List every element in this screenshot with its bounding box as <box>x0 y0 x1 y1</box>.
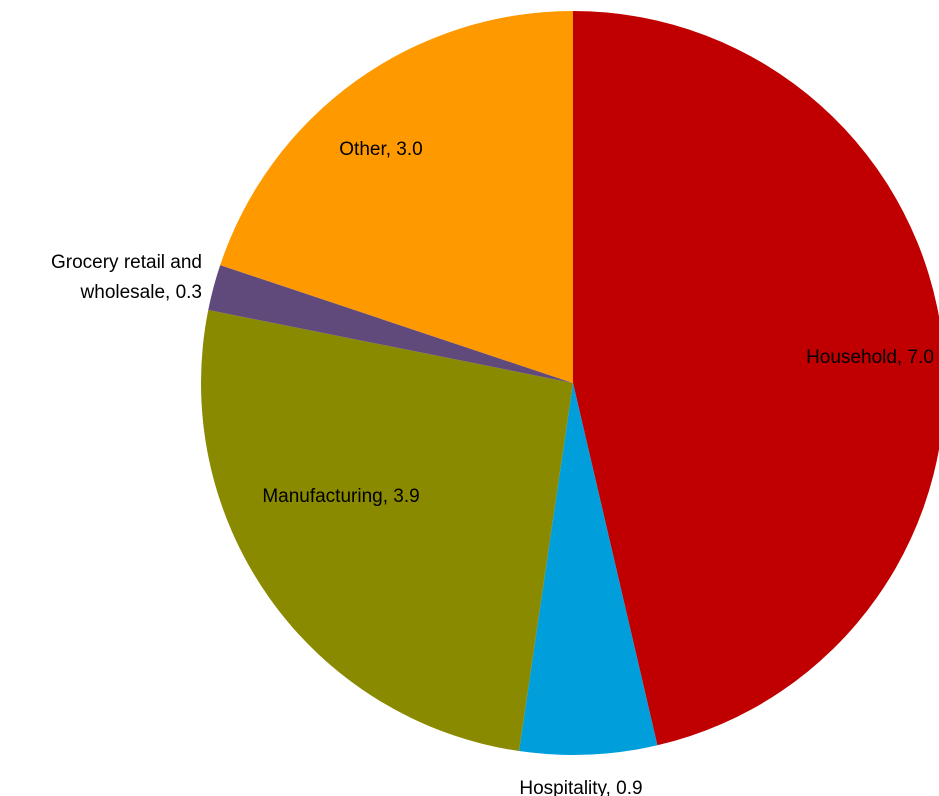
data-label-household: Household, 7.0 <box>806 347 934 368</box>
pie-labels: Household, 7.0 Hospitality, 0.9 Manufactur… <box>51 139 934 796</box>
data-label-other: Other, 3.0 <box>339 139 422 160</box>
data-label-manufacturing: Manufacturing, 3.9 <box>262 486 419 507</box>
pie-slice-other <box>220 11 573 383</box>
pie-slices <box>200 11 939 755</box>
pie-slice-hospitality <box>519 383 658 755</box>
pie-slice-grocery-retail-and-wholesale <box>208 265 574 383</box>
pie-slice-household <box>573 11 939 746</box>
data-label-grocery-retail-and-wholesale: Grocery retail and wholesale, 0.3 <box>51 252 202 303</box>
pie-slice-manufacturing <box>200 309 573 752</box>
data-label-hospitality: Hospitality, 0.9 <box>519 778 642 796</box>
